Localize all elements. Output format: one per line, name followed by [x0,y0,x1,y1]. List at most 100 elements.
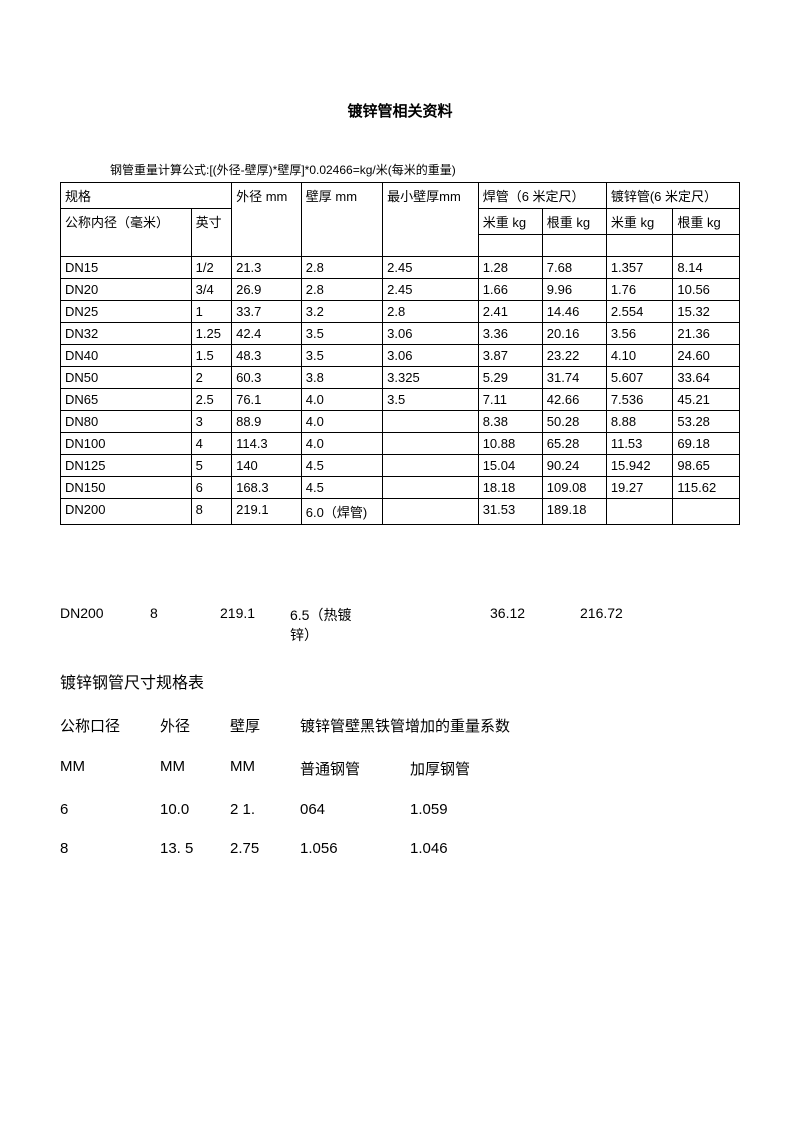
spec-cell-a: 1.056 [300,840,410,857]
table-row: DN12551404.515.0490.2415.94298.65 [61,455,740,477]
cell-gm: 5.607 [606,367,673,389]
header-welded: 焊管（6 米定尺） [478,183,606,209]
table-row: DN1004114.34.010.8865.2811.5369.18 [61,433,740,455]
spec-cell-o: 13. 5 [160,840,230,857]
cell-gg: 53.28 [673,411,740,433]
cell-dn: DN125 [61,455,192,477]
extra-in: 8 [150,605,220,645]
bottom-section: DN200 8 219.1 6.5（热镀锌） 36.12 216.72 镀锌钢管… [60,605,740,857]
cell-gg: 24.60 [673,345,740,367]
cell-od: 88.9 [232,411,302,433]
cell-dn: DN15 [61,257,192,279]
cell-wm: 18.18 [478,477,542,499]
cell-dn: DN50 [61,367,192,389]
cell-wt: 3.8 [301,367,382,389]
header-wt: 壁厚 mm [301,183,382,257]
cell-wg: 90.24 [542,455,606,477]
cell-wt: 3.5 [301,323,382,345]
cell-in: 1/2 [191,257,231,279]
cell-wm: 15.04 [478,455,542,477]
cell-mw: 3.06 [383,323,479,345]
cell-dn: DN40 [61,345,192,367]
extra-od: 219.1 [220,605,290,645]
cell-gm: 19.27 [606,477,673,499]
cell-wg: 50.28 [542,411,606,433]
cell-wm: 7.11 [478,389,542,411]
cell-wt: 3.2 [301,301,382,323]
sub-title: 镀锌钢管尺寸规格表 [60,669,740,693]
cell-od: 114.3 [232,433,302,455]
cell-gm: 1.357 [606,257,673,279]
cell-dn: DN200 [61,499,192,525]
cell-gg [673,499,740,525]
cell-in: 1 [191,301,231,323]
cell-mw: 2.45 [383,279,479,301]
cell-dn: DN150 [61,477,192,499]
cell-wm: 3.87 [478,345,542,367]
cell-in: 2.5 [191,389,231,411]
cell-wm: 8.38 [478,411,542,433]
cell-od: 219.1 [232,499,302,525]
spec-cell-b: 1.046 [410,840,530,857]
extra-wt: 6.5（热镀锌） [290,605,380,645]
header-gkg1: 根重 kg [542,209,606,235]
cell-wt: 4.0 [301,389,382,411]
spec-cell-b: 1.059 [410,801,530,818]
cell-wm: 31.53 [478,499,542,525]
cell-od: 21.3 [232,257,302,279]
spec-cell-o: 10.0 [160,801,230,818]
table-row: DN151/221.32.82.451.287.681.3578.14 [61,257,740,279]
cell-gg: 98.65 [673,455,740,477]
cell-wm: 5.29 [478,367,542,389]
cell-gm: 2.554 [606,301,673,323]
cell-gg: 21.36 [673,323,740,345]
cell-gm: 8.88 [606,411,673,433]
cell-wt: 2.8 [301,257,382,279]
spacer [380,605,490,645]
extra-dn: DN200 [60,605,150,645]
cell-in: 3/4 [191,279,231,301]
cell-wg: 189.18 [542,499,606,525]
sh-mm2: MM [160,758,230,779]
table-row: DN1506168.34.518.18109.0819.27115.62 [61,477,740,499]
cell-wt: 3.5 [301,345,382,367]
spec-data-row: 813. 52.751.0561.046 [60,840,740,857]
sh-coef: 镀锌管壁黑铁管增加的重量系数 [300,715,510,736]
cell-gg: 115.62 [673,477,740,499]
cell-dn: DN32 [61,323,192,345]
cell-in: 2 [191,367,231,389]
sh-norm: 普通钢管 [300,758,410,779]
cell-wm: 3.36 [478,323,542,345]
cell-gg: 33.64 [673,367,740,389]
table-row: DN50260.33.83.3255.2931.745.60733.64 [61,367,740,389]
formula-text: 钢管重量计算公式:[(外径-壁厚)*壁厚]*0.02466=kg/米(每米的重量… [110,161,740,178]
header-galv: 镀锌管(6 米定尺） [606,183,739,209]
header-od: 外径 mm [232,183,302,257]
sh-thick: 加厚钢管 [410,758,530,779]
spec-cell-n: 8 [60,840,160,857]
cell-wg: 14.46 [542,301,606,323]
spacer [478,235,542,257]
cell-wm: 1.66 [478,279,542,301]
cell-gm: 1.76 [606,279,673,301]
main-table: 规格 外径 mm 壁厚 mm 最小壁厚mm 焊管（6 米定尺） 镀锌管(6 米定… [60,182,740,525]
cell-wm: 2.41 [478,301,542,323]
cell-mw: 2.45 [383,257,479,279]
extra-gm: 36.12 [490,605,580,645]
cell-dn: DN100 [61,433,192,455]
cell-dn: DN80 [61,411,192,433]
cell-wt: 4.0 [301,411,382,433]
cell-od: 42.4 [232,323,302,345]
cell-wt: 4.5 [301,477,382,499]
cell-mw: 2.8 [383,301,479,323]
cell-mw: 3.325 [383,367,479,389]
table-row: DN80388.94.08.3850.288.8853.28 [61,411,740,433]
cell-gm: 15.942 [606,455,673,477]
cell-gg: 10.56 [673,279,740,301]
header-spec: 规格 [61,183,232,209]
cell-mw [383,433,479,455]
table-row: DN652.576.14.03.57.1142.667.53645.21 [61,389,740,411]
cell-dn: DN65 [61,389,192,411]
cell-gg: 15.32 [673,301,740,323]
cell-mw: 3.5 [383,389,479,411]
